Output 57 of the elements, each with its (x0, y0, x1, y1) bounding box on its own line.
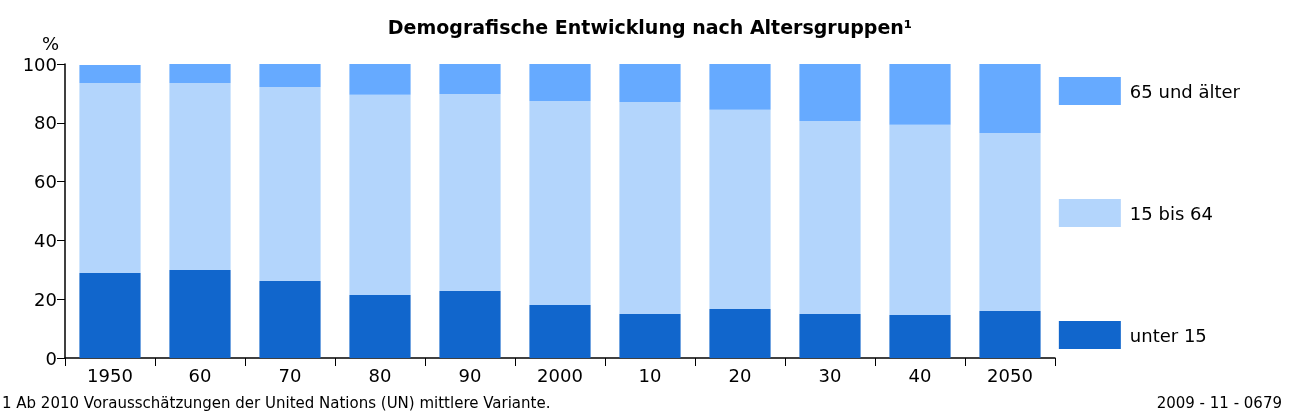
bar (529, 64, 591, 102)
x-tick-label: 70 (278, 364, 302, 386)
bar (349, 94, 411, 296)
bar (619, 313, 681, 358)
bar (709, 308, 771, 358)
bar (259, 64, 321, 87)
x-tick-label: 2000 (537, 364, 583, 386)
y-tick-label: 0 (45, 347, 57, 369)
legend-label: 15 bis 64 (1129, 202, 1213, 224)
x-tick-label: 40 (908, 364, 932, 386)
bar (259, 86, 321, 281)
bar (619, 64, 681, 102)
bar (979, 133, 1041, 311)
bar (439, 93, 501, 291)
legend-label: unter 15 (1129, 324, 1207, 346)
x-tick-label: 10 (638, 364, 662, 386)
bar (79, 83, 141, 274)
bar (259, 280, 321, 358)
bar (799, 64, 861, 122)
y-axis-title: % (41, 32, 59, 54)
x-tick-label: 80 (368, 364, 392, 386)
y-tick-label: 20 (34, 288, 57, 310)
bar (529, 305, 591, 358)
chart-title: Demografische Entwicklung nach Altersgruppen¹ (387, 15, 913, 38)
x-tick-label: 20 (728, 364, 752, 386)
bar (349, 64, 411, 95)
bar (709, 109, 771, 309)
x-tick-label: 60 (188, 364, 212, 386)
y-tick-label: 40 (34, 229, 57, 251)
x-tick-label: 1950 (87, 364, 133, 386)
bar (889, 64, 951, 125)
bar (979, 310, 1041, 358)
legend-label: 65 und älter (1129, 80, 1241, 102)
bar (889, 124, 951, 316)
x-tick-label: 30 (818, 364, 842, 386)
y-tick-label: 60 (34, 171, 57, 193)
bar (439, 64, 501, 94)
bar (349, 295, 411, 358)
bar (799, 313, 861, 358)
y-tick-label: 100 (22, 53, 57, 75)
text: 2009 - 11 - 0679 (1156, 393, 1283, 412)
bar (529, 101, 591, 306)
bar (169, 83, 231, 271)
bar (619, 101, 681, 314)
bar (169, 64, 231, 84)
bar (79, 64, 141, 84)
bar (889, 315, 951, 358)
x-tick-label: 90 (458, 364, 482, 386)
bar (709, 64, 771, 110)
bar (439, 290, 501, 358)
bar (979, 64, 1041, 134)
bar (169, 270, 231, 358)
x-tick-label: 2050 (987, 364, 1033, 386)
y-tick-label: 80 (34, 112, 57, 134)
bar (79, 273, 141, 358)
bar (799, 121, 861, 314)
text: 1 Ab 2010 Vorausschätzungen der United Nations (UN) mittlere Variante. (2, 393, 551, 412)
